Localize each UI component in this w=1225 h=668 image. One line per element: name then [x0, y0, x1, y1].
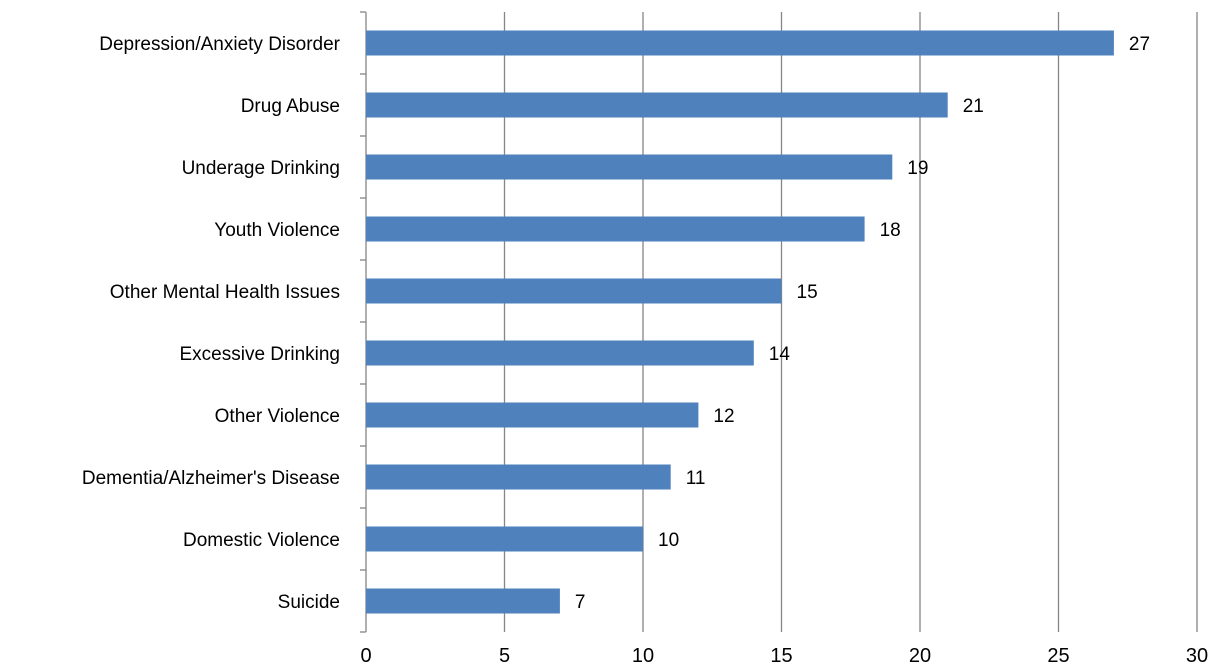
x-tick-label-25: 25	[1047, 645, 1069, 667]
bar-5	[366, 340, 754, 366]
data-label-6: 12	[713, 406, 734, 427]
data-label-4: 15	[797, 282, 818, 303]
x-tick-label-30: 30	[1186, 645, 1208, 667]
bar-7	[366, 464, 671, 490]
x-tick-label-5: 5	[499, 645, 510, 667]
bar-2	[366, 154, 893, 180]
data-label-2: 19	[907, 158, 928, 179]
x-tick-label-0: 0	[360, 645, 371, 667]
x-tick-label-20: 20	[909, 645, 931, 667]
category-label-7: Dementia/Alzheimer's Disease	[82, 468, 340, 489]
bar-8	[366, 526, 643, 552]
bar-0	[366, 30, 1114, 56]
category-label-3: Youth Violence	[214, 220, 340, 241]
data-label-8: 10	[658, 530, 679, 551]
x-tick-label-15: 15	[770, 645, 792, 667]
x-tick-label-10: 10	[632, 645, 654, 667]
bar-9	[366, 588, 560, 614]
category-label-9: Suicide	[278, 592, 340, 613]
category-label-6: Other Violence	[215, 406, 340, 427]
bar-3	[366, 216, 865, 242]
bar-4	[366, 278, 782, 304]
category-label-1: Drug Abuse	[241, 96, 340, 117]
data-label-0: 27	[1129, 34, 1150, 55]
data-label-3: 18	[880, 220, 901, 241]
data-label-9: 7	[575, 592, 586, 613]
bar-6	[366, 402, 699, 428]
category-label-0: Depression/Anxiety Disorder	[99, 34, 340, 55]
category-label-5: Excessive Drinking	[180, 344, 341, 365]
category-label-2: Underage Drinking	[182, 158, 340, 179]
data-label-5: 14	[769, 344, 791, 365]
bar-1	[366, 92, 948, 118]
data-label-1: 21	[963, 96, 984, 117]
category-label-4: Other Mental Health Issues	[110, 282, 340, 303]
category-label-8: Domestic Violence	[183, 530, 340, 551]
data-label-7: 11	[686, 468, 706, 489]
